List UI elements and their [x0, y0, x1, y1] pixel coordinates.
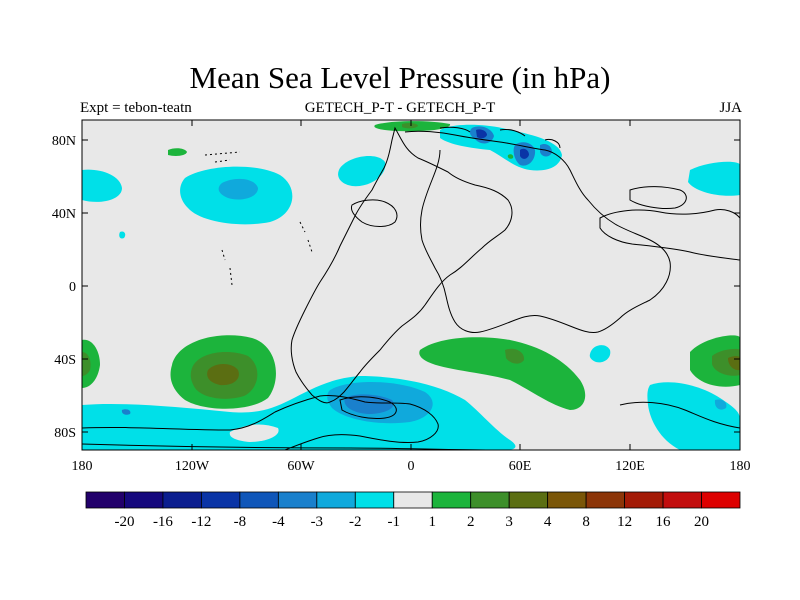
contour-south-east-high-core	[728, 356, 740, 371]
contour-south-east-high-mid	[712, 348, 740, 376]
lon-label-60e: 60E	[509, 459, 532, 474]
longitude-axis	[81, 120, 741, 450]
coastline-americas	[290, 126, 513, 404]
lat-label-40s: 40S	[54, 353, 76, 368]
coastline-east-landmass	[599, 209, 740, 261]
colorbar-swatch	[547, 491, 587, 509]
contour-southern-small-blue	[121, 409, 131, 415]
contour-south-atlantic-high-mid	[505, 348, 525, 364]
coastline-pacific-dots	[204, 151, 313, 286]
contour-north-west	[82, 169, 122, 202]
lat-label-80n: 80N	[52, 134, 76, 149]
latitude-labels: 80N 40N 0 40S 80S	[52, 134, 76, 441]
colorbar-labels: -20 -16 -12 -8 -4 -3 -2 -1 1 2 3 4 8 12 16 20	[114, 514, 709, 530]
contour-arctic-deep	[476, 129, 487, 139]
contour-south-atlantic-high	[419, 337, 586, 410]
lon-label-120w: 120W	[175, 459, 210, 474]
latitude-axis	[82, 139, 740, 433]
colorbar-swatch	[85, 491, 125, 509]
colorbar-swatch	[624, 491, 664, 509]
colorbar-label: 4	[544, 514, 552, 530]
colorbar-label: 8	[582, 514, 590, 530]
colorbar-label: -12	[191, 514, 211, 530]
coastline-africa-eurasia	[404, 130, 671, 333]
lon-label-60w: 60W	[287, 459, 315, 474]
contour-southern-ocean-gap	[229, 424, 279, 442]
contour-southern-east-cyan	[647, 382, 740, 450]
colorbar-swatch	[393, 491, 433, 509]
colorbar-label: 16	[656, 514, 672, 530]
contour-north-atlantic	[338, 156, 386, 187]
colorbar-label: 1	[428, 514, 436, 530]
contour-southern-east-mid	[714, 399, 727, 410]
contour-green-arctic-small	[507, 154, 514, 159]
lon-label-180-west: 180	[72, 459, 93, 474]
colorbar-swatch	[354, 491, 395, 509]
colorbar-swatch	[431, 491, 472, 509]
lat-label-0: 0	[69, 280, 76, 295]
lat-label-40n: 40N	[52, 207, 76, 222]
colorbar-swatch	[239, 491, 279, 509]
colorbar-label: -20	[114, 514, 134, 530]
page-title: Mean Sea Level Pressure (in hPa)	[189, 60, 611, 95]
colorbar-label: -4	[272, 514, 285, 530]
colorbar-label: -2	[349, 514, 362, 530]
colorbar-label: 20	[694, 514, 709, 530]
colorbar-swatch	[470, 491, 510, 509]
colorbar-swatch	[585, 491, 625, 509]
experiment-label: Expt = tebon-teatn	[80, 100, 192, 116]
colorbar-label: 3	[505, 514, 513, 530]
lon-label-120e: 120E	[615, 459, 645, 474]
colorbar-swatch	[701, 491, 741, 509]
colorbar-label: -3	[311, 514, 324, 530]
season-label: JJA	[719, 100, 742, 116]
coastline-arctic-islands	[439, 126, 561, 149]
lon-label-180-east: 180	[730, 459, 751, 474]
lon-label-0: 0	[408, 459, 415, 474]
contour-arctic-blob3	[520, 148, 529, 159]
colorbar-swatch	[277, 491, 318, 509]
colorbar-swatch	[162, 491, 202, 509]
longitude-labels: 180 120W 60W 0 60E 120E 180	[72, 459, 751, 474]
colorbar-swatch	[316, 491, 356, 509]
contour-green-north	[168, 148, 187, 156]
lat-label-80s: 80S	[54, 426, 76, 441]
colorbar-label: 12	[617, 514, 632, 530]
contour-arctic-green-core	[402, 122, 418, 129]
coastline-island-ne	[629, 186, 687, 209]
contour-south-pacific-high-core	[207, 364, 239, 386]
dataset-label: GETECH_P-T - GETECH_P-T	[304, 100, 496, 116]
map-field	[82, 120, 740, 450]
contour-north-pacific-core	[218, 178, 258, 200]
contour-south-west-high-core	[82, 352, 91, 376]
coastline-north-islands	[351, 199, 398, 227]
colorbar-label: 2	[467, 514, 475, 530]
colorbar-swatch	[124, 491, 164, 509]
contour-north-east	[688, 161, 740, 196]
contour-cyan-circle	[589, 345, 611, 363]
colorbar-label: -16	[153, 514, 173, 530]
colorbar-swatch	[508, 491, 549, 509]
colorbar-label: -1	[388, 514, 401, 530]
colorbar	[85, 491, 741, 509]
colorbar-swatch	[662, 491, 702, 509]
colorbar-swatch	[201, 491, 241, 509]
coastlines	[82, 126, 740, 450]
contour-south-west-high	[82, 339, 100, 388]
colorbar-label: -8	[234, 514, 247, 530]
coastline-antarctica	[82, 395, 740, 450]
contour-small-cyan	[119, 231, 126, 239]
coastline-south-peninsula	[339, 396, 397, 419]
